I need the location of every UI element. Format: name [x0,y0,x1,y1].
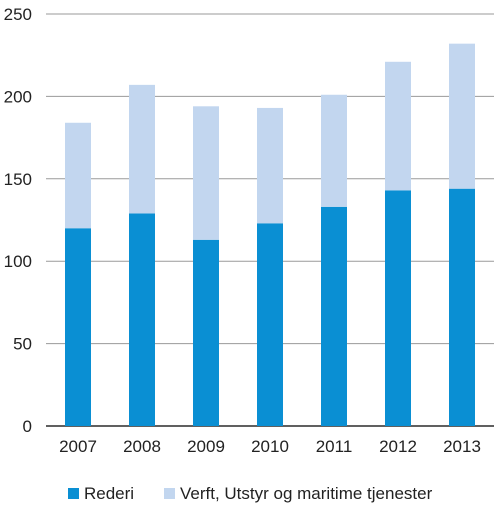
legend: Rederi Verft, Utstyr og maritime tjeneste… [68,484,433,503]
x-axis-tick-labels: 2007 2008 2009 2010 2011 2012 2013 [59,437,481,456]
bar-segment-verft-2010 [257,107,283,224]
x-tick-label: 2009 [187,437,225,456]
bar-segment-verft-2008 [129,84,155,214]
bar-segment-rederi-2013 [449,188,475,426]
bar-segment-verft-2007 [65,122,91,229]
y-tick-label: 100 [4,252,32,271]
legend-label: Rederi [84,484,134,503]
x-tick-label: 2008 [123,437,161,456]
x-tick-label: 2011 [316,437,353,456]
x-tick-label: 2007 [59,437,97,456]
legend-swatch [164,488,175,499]
y-tick-label: 250 [4,5,32,24]
y-tick-label: 0 [23,417,32,436]
y-tick-label: 150 [4,170,32,189]
bar-segment-rederi-2008 [129,213,155,426]
bars [65,43,475,426]
y-tick-label: 200 [4,87,32,106]
bar-segment-verft-2009 [193,106,219,240]
bar-segment-rederi-2009 [193,239,219,426]
x-tick-label: 2010 [251,437,289,456]
y-axis-tick-labels: 0 50 100 150 200 250 [4,5,32,436]
legend-label: Verft, Utstyr og maritime tjenester [180,484,433,503]
legend-swatch [68,488,79,499]
bar-segment-rederi-2011 [321,206,347,426]
bar-segment-verft-2012 [385,61,411,191]
bar-segment-verft-2011 [321,94,347,207]
bar-segment-verft-2013 [449,43,475,189]
x-tick-label: 2012 [379,437,417,456]
bar-segment-rederi-2010 [257,223,283,426]
bar-segment-rederi-2007 [65,228,91,426]
y-tick-label: 50 [13,335,32,354]
bar-segment-rederi-2012 [385,190,411,426]
x-tick-label: 2013 [443,437,481,456]
